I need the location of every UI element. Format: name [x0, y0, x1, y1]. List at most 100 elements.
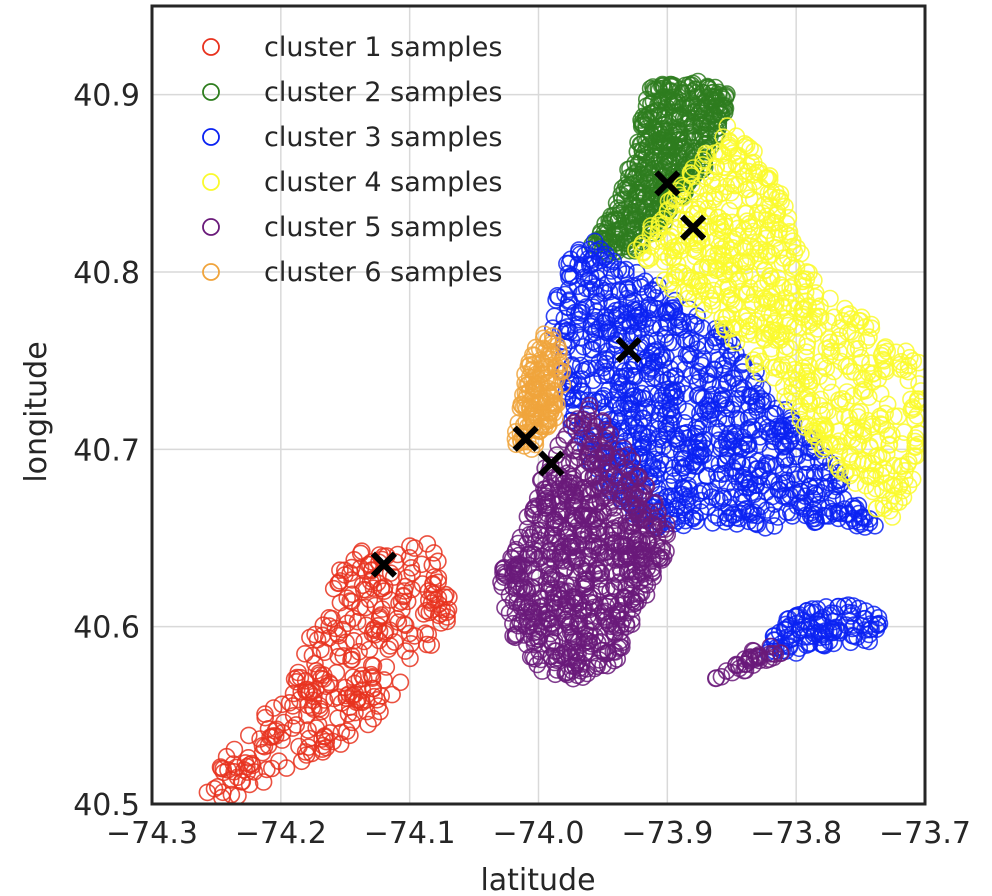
- data-point: [734, 468, 753, 487]
- data-point: [825, 308, 843, 327]
- data-point: [852, 382, 871, 401]
- centroid-marker: [370, 551, 398, 578]
- data-point: [419, 625, 438, 644]
- data-point: [511, 569, 530, 588]
- data-point: [606, 625, 624, 644]
- data-point: [866, 516, 884, 535]
- data-point: [616, 537, 635, 556]
- data-point: [547, 513, 565, 532]
- data-point: [769, 508, 787, 526]
- data-point: [745, 325, 763, 344]
- data-point: [663, 333, 682, 352]
- data-point: [548, 286, 567, 305]
- data-point: [603, 520, 622, 539]
- data-point: [624, 489, 643, 508]
- data-point: [587, 320, 606, 339]
- data-point: [780, 432, 799, 451]
- data-point: [422, 594, 441, 613]
- data-point: [331, 561, 349, 580]
- data-point: [622, 395, 640, 414]
- data-point: [569, 307, 588, 325]
- data-point: [296, 644, 314, 663]
- data-point: [659, 231, 678, 250]
- data-point: [722, 285, 741, 304]
- data-point: [533, 662, 551, 680]
- data-point: [600, 463, 618, 481]
- data-point: [589, 607, 608, 626]
- data-point: [800, 393, 818, 412]
- data-point: [564, 441, 583, 460]
- data-point: [329, 709, 347, 728]
- data-point: [718, 117, 737, 135]
- data-point: [510, 546, 528, 565]
- data-point: [682, 329, 700, 348]
- y-axis-label: longitude: [19, 341, 54, 482]
- data-point: [622, 590, 641, 609]
- data-point: [719, 508, 738, 527]
- data-point: [673, 458, 692, 477]
- data-point: [682, 176, 701, 194]
- x-tick-label: −73.8: [750, 816, 842, 851]
- data-point: [532, 365, 551, 384]
- data-point: [572, 527, 591, 545]
- data-point: [568, 416, 587, 435]
- data-point: [653, 386, 672, 405]
- data-point: [792, 618, 810, 637]
- data-point: [582, 280, 600, 299]
- data-point: [535, 339, 553, 358]
- data-point: [722, 488, 740, 507]
- data-point: [872, 346, 891, 365]
- data-point: [334, 647, 353, 665]
- data-point: [670, 186, 689, 204]
- legend-marker: [202, 38, 220, 56]
- data-point: [736, 256, 755, 275]
- data-point: [839, 596, 858, 615]
- data-point: [683, 271, 701, 290]
- data-point: [632, 553, 651, 571]
- data-point: [841, 633, 860, 652]
- data-point: [548, 648, 567, 667]
- data-point: [306, 625, 324, 644]
- data-point: [846, 314, 865, 332]
- data-point: [696, 439, 715, 458]
- data-point: [685, 315, 703, 334]
- data-point: [877, 464, 896, 482]
- data-point: [536, 342, 555, 361]
- data-point: [760, 326, 778, 344]
- data-point: [748, 452, 767, 471]
- data-point: [898, 455, 917, 474]
- data-point: [836, 464, 854, 483]
- data-point: [625, 539, 643, 558]
- data-point: [370, 609, 389, 628]
- data-point: [388, 545, 407, 564]
- data-point: [723, 318, 742, 337]
- data-point: [419, 591, 438, 610]
- data-point: [712, 218, 730, 237]
- data-point: [625, 514, 643, 533]
- data-point: [699, 372, 718, 391]
- data-point: [709, 244, 728, 263]
- data-point: [631, 135, 650, 154]
- data-point: [535, 480, 553, 499]
- data-point: [600, 380, 618, 399]
- data-point: [593, 489, 612, 507]
- data-point: [640, 467, 658, 486]
- data-point: [760, 454, 779, 473]
- y-tick-label: 40.8: [73, 256, 140, 291]
- data-point: [756, 518, 775, 537]
- data-point: [643, 127, 662, 145]
- data-point: [776, 197, 794, 216]
- data-point: [812, 624, 831, 643]
- data-point: [831, 461, 850, 480]
- data-point: [625, 367, 644, 386]
- legend-item: cluster 1 samples: [202, 32, 502, 63]
- data-point: [825, 407, 844, 426]
- data-point: [364, 579, 383, 598]
- data-point: [717, 429, 736, 448]
- data-point: [205, 779, 224, 798]
- data-point: [699, 244, 718, 262]
- data-point: [729, 375, 747, 394]
- data-point: [341, 726, 359, 745]
- x-tick-label: −73.9: [621, 816, 713, 851]
- data-point: [708, 464, 726, 483]
